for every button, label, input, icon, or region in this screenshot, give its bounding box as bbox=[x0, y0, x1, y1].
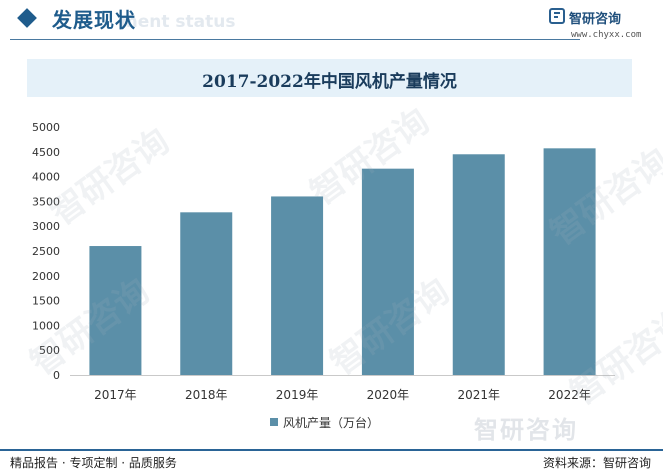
bar bbox=[89, 246, 142, 375]
y-tick-label: 1000 bbox=[32, 319, 60, 332]
bar bbox=[543, 148, 596, 375]
section-title: 发展现状 bbox=[52, 8, 136, 32]
legend-swatch bbox=[270, 418, 278, 426]
x-tick-label: 2019年 bbox=[276, 388, 319, 402]
chart-title-band: 2017-2022年中国风机产量情况 bbox=[27, 59, 632, 97]
y-tick-label: 5000 bbox=[32, 121, 60, 134]
y-tick-label: 4000 bbox=[32, 171, 60, 184]
bar bbox=[361, 168, 414, 375]
x-tick-label: 2017年 bbox=[94, 388, 137, 402]
brand-name: 智研咨询 bbox=[569, 12, 622, 27]
section-header: ment status 发展现状 智研咨询 www.chyxx.com bbox=[0, 0, 663, 42]
brand-block: 智研咨询 www.chyxx.com bbox=[549, 6, 649, 42]
y-tick-label: 4500 bbox=[32, 146, 60, 159]
y-tick-label: 3000 bbox=[32, 220, 60, 233]
footer: 精品报告 · 专项定制 · 品质服务 资料来源：智研咨询 bbox=[0, 449, 663, 473]
x-tick-label: 2020年 bbox=[367, 388, 410, 402]
chart-title: 2017-2022年中国风机产量情况 bbox=[202, 72, 457, 92]
bar bbox=[180, 212, 233, 375]
y-tick-label: 2000 bbox=[32, 270, 60, 283]
bar bbox=[452, 154, 505, 375]
footer-slogan: 精品报告 · 专项定制 · 品质服务 bbox=[10, 456, 177, 470]
y-tick-label: 0 bbox=[53, 369, 60, 382]
footer-divider bbox=[0, 449, 663, 451]
header-ghost-text: ment status bbox=[120, 12, 236, 32]
x-tick-label: 2018年 bbox=[185, 388, 228, 402]
legend-label: 风机产量（万台） bbox=[283, 415, 379, 430]
brand-logo-icon bbox=[549, 8, 565, 24]
y-tick-label: 500 bbox=[39, 344, 60, 357]
bar bbox=[271, 196, 324, 375]
footer-brand-mark: 智研咨询 bbox=[474, 416, 578, 444]
header-divider bbox=[10, 39, 580, 40]
brand-url: www.chyxx.com bbox=[571, 30, 642, 40]
y-tick-label: 2500 bbox=[32, 245, 60, 258]
x-tick-label: 2022年 bbox=[548, 388, 591, 402]
bar-chart: 0 500 1000 1500 2000 2500 3000 3500 4000 4500 5000… bbox=[32, 121, 615, 430]
y-tick-label: 3500 bbox=[32, 195, 60, 208]
y-tick-label: 1500 bbox=[32, 295, 60, 308]
footer-source: 资料来源：智研咨询 bbox=[542, 456, 651, 470]
x-tick-label: 2021年 bbox=[457, 388, 500, 402]
